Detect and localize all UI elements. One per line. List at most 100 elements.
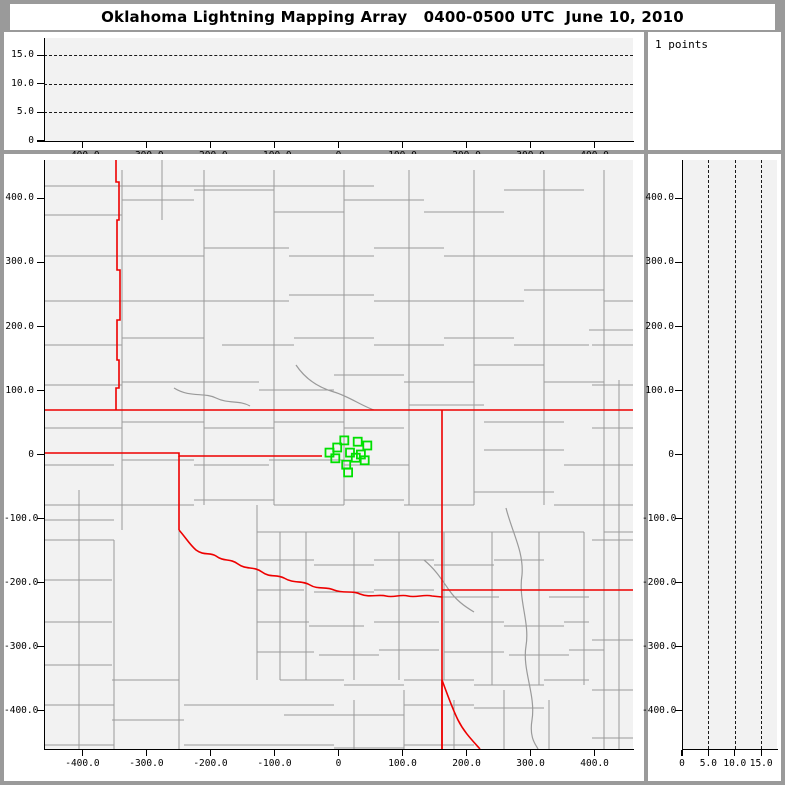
x-tick-mark <box>760 750 762 756</box>
title-panel: Oklahoma Lightning Mapping Array 0400-05… <box>10 4 775 30</box>
y-tick-label: -200.0 <box>642 576 677 588</box>
y-tick-label: -400.0 <box>642 704 677 716</box>
altitude-east-plot-area[interactable] <box>44 38 633 141</box>
gridline-horizontal <box>44 55 633 57</box>
x-tick-mark <box>734 750 736 756</box>
y-tick-mark <box>37 261 45 264</box>
x-tick-mark <box>337 750 340 756</box>
y-tick-label: 0 <box>668 448 674 460</box>
y-tick-label: -400.0 <box>4 704 39 716</box>
y-tick-mark <box>37 140 45 142</box>
page-title: Oklahoma Lightning Mapping Array 0400-05… <box>101 8 684 26</box>
altitude-north-plot-area[interactable] <box>682 160 777 749</box>
x-tick-mark <box>145 142 148 148</box>
lightning-source-marker[interactable] <box>343 467 354 478</box>
x-tick-label: 400.0 <box>580 758 609 769</box>
y-tick-label: 0 <box>28 135 34 146</box>
altitude-east-x-axis <box>44 141 634 143</box>
x-tick-label: 300.0 <box>516 758 545 769</box>
x-tick-label: 100.0 <box>388 758 417 769</box>
lightning-source-marker[interactable] <box>350 452 361 463</box>
y-tick-mark <box>675 645 683 648</box>
y-tick-mark <box>37 111 45 114</box>
info-panel: 1 points <box>648 32 781 150</box>
map-geography <box>44 160 633 749</box>
x-tick-mark <box>465 750 468 756</box>
lightning-source-marker[interactable] <box>362 440 373 451</box>
y-tick-mark <box>675 517 683 520</box>
y-tick-mark <box>37 197 45 200</box>
gridline-vertical <box>734 160 736 749</box>
y-tick-label: 400.0 <box>645 192 674 204</box>
x-tick-mark <box>593 750 596 756</box>
x-tick-mark <box>273 142 276 148</box>
altitude-east-y-axis <box>44 38 46 142</box>
y-tick-mark <box>675 325 683 328</box>
y-tick-label: -200.0 <box>4 576 39 588</box>
y-tick-label: 300.0 <box>5 256 34 268</box>
y-tick-mark <box>675 453 683 456</box>
x-tick-mark <box>707 750 710 756</box>
x-tick-label: -100.0 <box>257 758 292 769</box>
gridline-vertical <box>708 160 710 749</box>
x-tick-mark <box>209 142 212 148</box>
x-tick-mark <box>681 750 683 756</box>
y-tick-mark <box>675 581 683 584</box>
altitude-north-x-axis <box>682 749 778 751</box>
y-tick-mark <box>37 54 45 56</box>
y-tick-mark <box>37 709 45 712</box>
y-tick-label: 10.0 <box>11 77 34 89</box>
lightning-source-marker[interactable] <box>332 442 343 453</box>
lightning-source-marker[interactable] <box>359 455 370 466</box>
y-tick-mark <box>675 197 683 200</box>
state-boundaries <box>44 160 633 749</box>
lightning-source-marker[interactable] <box>339 435 350 446</box>
lightning-source-marker[interactable] <box>330 453 341 464</box>
x-tick-label: 200.0 <box>452 758 481 769</box>
y-tick-label: 300.0 <box>645 256 674 268</box>
y-tick-mark <box>675 261 683 264</box>
x-tick-label: 5.0 <box>699 758 717 769</box>
y-tick-label: -100.0 <box>642 512 677 524</box>
y-tick-mark <box>37 325 45 328</box>
x-tick-label: -200.0 <box>193 758 228 769</box>
y-tick-label: -100.0 <box>4 512 39 524</box>
x-tick-mark <box>401 750 404 756</box>
y-tick-mark <box>37 517 45 520</box>
x-tick-label: 0 <box>335 758 342 769</box>
gridline-horizontal <box>44 112 633 114</box>
y-tick-mark <box>37 389 45 392</box>
lightning-source-markers[interactable] <box>324 435 373 478</box>
map-panel[interactable]: 400.0 300.0 200.0 100.0 0 -100.0 -200.0 -300.0 -… <box>4 154 644 781</box>
x-tick-mark <box>465 142 468 148</box>
y-tick-mark <box>37 453 45 456</box>
map-x-axis <box>44 749 634 751</box>
y-tick-mark <box>37 645 45 648</box>
x-tick-label: -300.0 <box>129 758 164 769</box>
y-tick-label: 200.0 <box>645 320 674 332</box>
x-tick-label: 10.0 <box>723 758 747 769</box>
x-tick-mark <box>209 750 212 756</box>
altitude-east-panel[interactable]: 05.010.015.0 -400.0-300.0-200.0-100.0010… <box>4 32 644 161</box>
lightning-source-marker[interactable] <box>352 436 363 447</box>
lightning-source-marker[interactable] <box>324 447 335 458</box>
x-tick-mark <box>81 142 84 148</box>
x-tick-mark <box>337 142 340 148</box>
x-tick-mark <box>273 750 276 756</box>
y-tick-mark <box>37 581 45 584</box>
river-lines <box>173 364 539 749</box>
altitude-north-panel[interactable]: 400.0 300.0 200.0 100.0 0 -100.0 -200.0 -300.0 -… <box>642 154 781 781</box>
x-tick-mark <box>81 750 84 756</box>
y-tick-mark <box>675 709 683 712</box>
x-tick-mark <box>401 142 404 148</box>
y-tick-label: -300.0 <box>642 640 677 652</box>
x-tick-mark <box>529 142 532 148</box>
point-count-label: 1 points <box>655 38 708 51</box>
county-boundaries <box>44 160 633 749</box>
y-tick-label: 0 <box>28 448 34 460</box>
x-tick-mark <box>145 750 148 756</box>
y-tick-label: 400.0 <box>5 192 34 204</box>
lightning-source-marker[interactable] <box>345 447 355 458</box>
y-tick-label: 5.0 <box>16 106 34 118</box>
